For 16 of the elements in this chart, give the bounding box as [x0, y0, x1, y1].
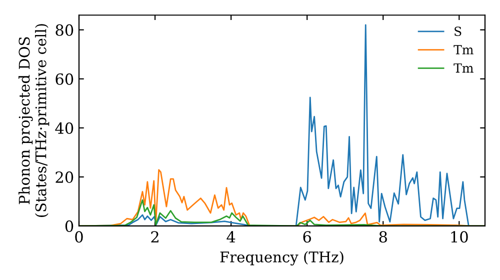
x-tick-label: 10 [451, 231, 468, 243]
x-axis-title: Frequency (THz) [220, 251, 344, 266]
x-tick-label: 0 [75, 231, 83, 243]
y-tick-label: 80 [56, 24, 74, 36]
x-tick-label: 6 [303, 231, 311, 243]
legend-label: S [454, 26, 462, 36]
y-tick-label: 60 [56, 73, 74, 85]
x-tick-label: 8 [379, 231, 387, 243]
legend-label: Tm [454, 45, 474, 54]
x-tick-label: 2 [151, 231, 158, 242]
x-tick-label: 4 [226, 231, 236, 242]
y-tick-label: 0 [65, 220, 74, 232]
legend-label: Tm [454, 63, 474, 73]
y-tick-label: 40 [55, 122, 74, 134]
y-tick-label: 20 [56, 171, 74, 183]
y-axis-title: Phonon projected DOS (States/THz·primitive cell) [18, 24, 50, 217]
